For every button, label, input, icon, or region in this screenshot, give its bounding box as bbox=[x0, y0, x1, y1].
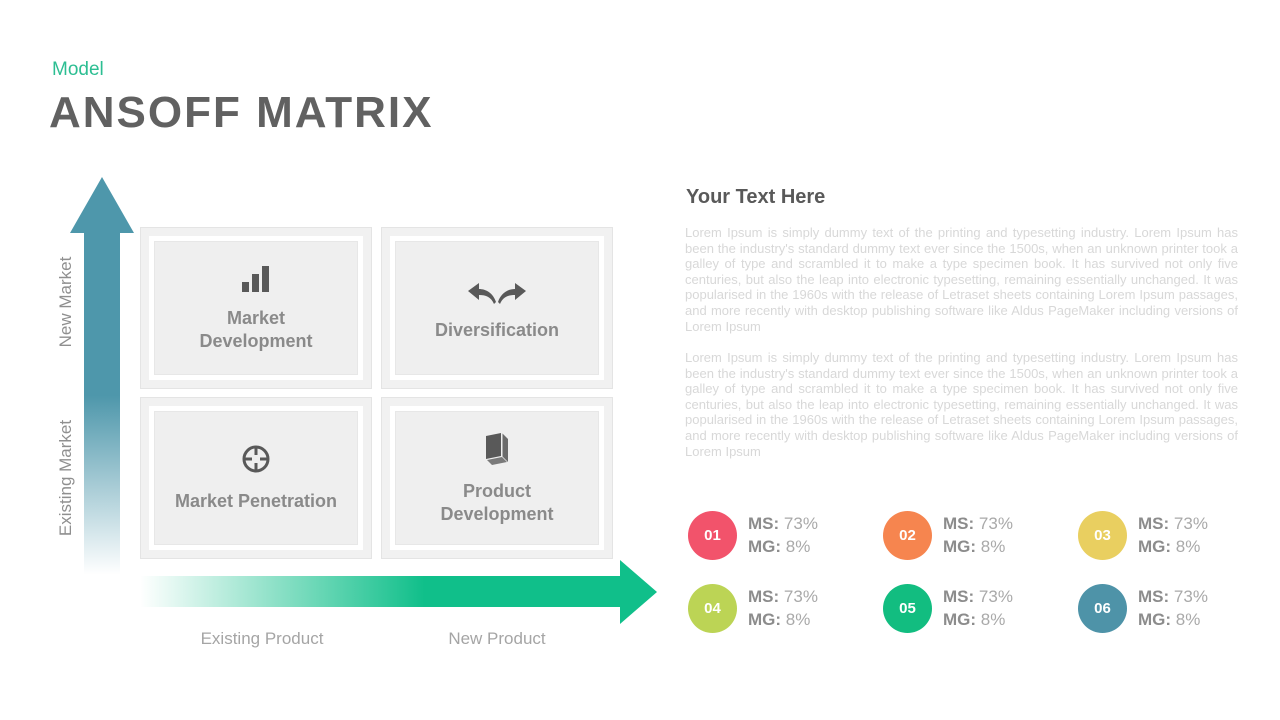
mg-label: MG: bbox=[943, 537, 977, 556]
mg-label: MG: bbox=[943, 610, 977, 629]
ms-label: MS: bbox=[748, 587, 780, 606]
mg-label: MG: bbox=[748, 610, 782, 629]
ms-label: MS: bbox=[748, 514, 780, 533]
ms-value: 73% bbox=[783, 514, 818, 533]
double-curved-arrows-icon bbox=[466, 274, 528, 305]
stat-item-05: 05 MS: 73% MG: 8% bbox=[883, 584, 1078, 657]
stat-values: MS: 73% MG: 8% bbox=[748, 511, 818, 558]
stat-item-04: 04 MS: 73% MG: 8% bbox=[688, 584, 883, 657]
quadrant-panel: Market Penetration bbox=[149, 406, 363, 550]
x-axis-label-existing-product: Existing Product bbox=[200, 629, 324, 648]
stat-values: MS: 73% MG: 8% bbox=[943, 511, 1013, 558]
quadrant-panel: Diversification bbox=[390, 236, 604, 380]
quadrant-label: Product Development bbox=[440, 481, 554, 524]
model-eyebrow: Model bbox=[52, 59, 104, 80]
bar-chart-icon bbox=[239, 264, 273, 292]
stat-number-badge: 02 bbox=[883, 511, 932, 560]
stat-values: MS: 73% MG: 8% bbox=[1138, 511, 1208, 558]
stat-values: MS: 73% MG: 8% bbox=[748, 584, 818, 631]
stat-values: MS: 73% MG: 8% bbox=[943, 584, 1013, 631]
mg-value: 8% bbox=[1175, 610, 1201, 629]
ms-label: MS: bbox=[943, 587, 975, 606]
x-axis-label-new-product: New Product bbox=[448, 629, 546, 648]
content-paragraph: Lorem Ipsum is simply dummy text of the … bbox=[685, 225, 1238, 334]
ms-value: 73% bbox=[783, 587, 818, 606]
quadrant-label: Market Development bbox=[199, 308, 313, 351]
ms-value: 73% bbox=[978, 587, 1013, 606]
mg-value: 8% bbox=[785, 537, 811, 556]
stat-item-01: 01 MS: 73% MG: 8% bbox=[688, 511, 883, 584]
ms-label: MS: bbox=[1138, 587, 1170, 606]
vertical-axis-arrow-icon bbox=[70, 177, 134, 575]
quadrant-diversification: Diversification bbox=[381, 227, 613, 389]
y-axis-label-new-market: New Market bbox=[56, 256, 75, 348]
ms-value: 73% bbox=[1173, 587, 1208, 606]
target-icon bbox=[240, 443, 272, 475]
mg-label: MG: bbox=[1138, 610, 1172, 629]
ms-label: MS: bbox=[1138, 514, 1170, 533]
stat-values: MS: 73% MG: 8% bbox=[1138, 584, 1208, 631]
stat-item-06: 06 MS: 73% MG: 8% bbox=[1078, 584, 1273, 657]
stat-number-badge: 05 bbox=[883, 584, 932, 633]
mg-label: MG: bbox=[748, 537, 782, 556]
mg-value: 8% bbox=[1175, 537, 1201, 556]
content-heading: Your Text Here bbox=[686, 186, 826, 208]
stat-number-badge: 03 bbox=[1078, 511, 1127, 560]
mg-label: MG: bbox=[1138, 537, 1172, 556]
mg-value: 8% bbox=[980, 610, 1006, 629]
quadrant-label: Diversification bbox=[434, 320, 560, 341]
quadrant-label: Market Penetration bbox=[174, 491, 338, 512]
stat-number-badge: 01 bbox=[688, 511, 737, 560]
quadrant-product-development: Product Development bbox=[381, 397, 613, 559]
quadrant-market-development: Market Development bbox=[140, 227, 372, 389]
book-icon bbox=[481, 431, 513, 465]
mg-value: 8% bbox=[785, 610, 811, 629]
quadrant-panel: Market Development bbox=[149, 236, 363, 380]
stat-item-02: 02 MS: 73% MG: 8% bbox=[883, 511, 1078, 584]
stat-number-badge: 06 bbox=[1078, 584, 1127, 633]
ms-value: 73% bbox=[978, 514, 1013, 533]
stat-number-badge: 04 bbox=[688, 584, 737, 633]
mg-value: 8% bbox=[980, 537, 1006, 556]
content-paragraph: Lorem Ipsum is simply dummy text of the … bbox=[685, 350, 1238, 459]
page-title: ANSOFF MATRIX bbox=[49, 88, 434, 137]
quadrant-market-penetration: Market Penetration bbox=[140, 397, 372, 559]
ms-label: MS: bbox=[943, 514, 975, 533]
ms-value: 73% bbox=[1173, 514, 1208, 533]
stat-item-03: 03 MS: 73% MG: 8% bbox=[1078, 511, 1273, 584]
quadrant-panel: Product Development bbox=[390, 406, 604, 550]
stats-grid: 01 MS: 73% MG: 8% 02 MS: 73% MG: 8% 03 M… bbox=[688, 511, 1273, 657]
y-axis-label-existing-market: Existing Market bbox=[56, 419, 75, 537]
horizontal-axis-arrow-icon bbox=[140, 560, 657, 624]
